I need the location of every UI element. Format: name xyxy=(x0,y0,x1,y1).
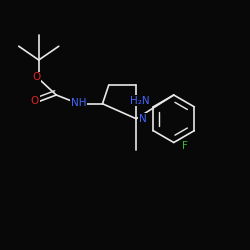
Text: F: F xyxy=(182,141,188,151)
Text: NH: NH xyxy=(71,98,86,108)
Text: H₂N: H₂N xyxy=(130,96,149,106)
Text: O: O xyxy=(31,96,39,106)
Text: N: N xyxy=(139,114,146,124)
Text: O: O xyxy=(32,72,40,83)
